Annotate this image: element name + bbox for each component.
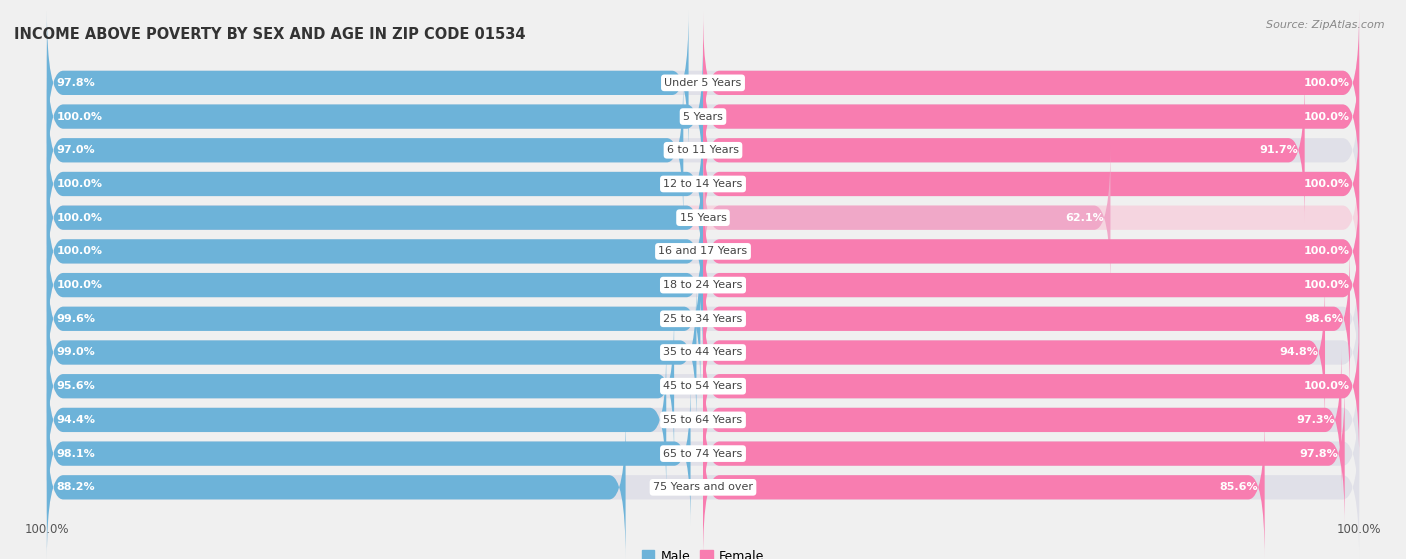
Text: 88.2%: 88.2% — [56, 482, 96, 492]
Text: 97.0%: 97.0% — [56, 145, 96, 155]
FancyBboxPatch shape — [46, 145, 703, 290]
Text: Source: ZipAtlas.com: Source: ZipAtlas.com — [1267, 20, 1385, 30]
Text: 100.0%: 100.0% — [56, 112, 103, 121]
Text: 94.8%: 94.8% — [1279, 348, 1319, 358]
FancyBboxPatch shape — [46, 314, 673, 458]
FancyBboxPatch shape — [703, 145, 1111, 290]
Text: Under 5 Years: Under 5 Years — [665, 78, 741, 88]
Text: 55 to 64 Years: 55 to 64 Years — [664, 415, 742, 425]
FancyBboxPatch shape — [46, 314, 1360, 458]
Text: 75 Years and over: 75 Years and over — [652, 482, 754, 492]
Text: 97.8%: 97.8% — [1299, 449, 1339, 458]
FancyBboxPatch shape — [46, 11, 1360, 155]
FancyBboxPatch shape — [46, 11, 689, 155]
FancyBboxPatch shape — [46, 281, 1360, 425]
Text: 100.0%: 100.0% — [1303, 280, 1350, 290]
Text: 100.0%: 100.0% — [1303, 247, 1350, 257]
Text: 25 to 34 Years: 25 to 34 Years — [664, 314, 742, 324]
Text: 100.0%: 100.0% — [1303, 78, 1350, 88]
FancyBboxPatch shape — [703, 348, 1341, 492]
FancyBboxPatch shape — [46, 78, 1360, 222]
FancyBboxPatch shape — [703, 314, 1360, 458]
FancyBboxPatch shape — [46, 348, 666, 492]
Text: 85.6%: 85.6% — [1219, 482, 1258, 492]
Text: 95.6%: 95.6% — [56, 381, 96, 391]
FancyBboxPatch shape — [703, 213, 1360, 357]
Text: 16 and 17 Years: 16 and 17 Years — [658, 247, 748, 257]
FancyBboxPatch shape — [703, 415, 1264, 559]
FancyBboxPatch shape — [703, 78, 1305, 222]
Text: INCOME ABOVE POVERTY BY SEX AND AGE IN ZIP CODE 01534: INCOME ABOVE POVERTY BY SEX AND AGE IN Z… — [14, 27, 526, 42]
Text: 94.4%: 94.4% — [56, 415, 96, 425]
FancyBboxPatch shape — [703, 381, 1344, 525]
Text: 100.0%: 100.0% — [56, 247, 103, 257]
FancyBboxPatch shape — [703, 11, 1360, 155]
Legend: Male, Female: Male, Female — [637, 544, 769, 559]
FancyBboxPatch shape — [703, 281, 1324, 425]
FancyBboxPatch shape — [703, 112, 1360, 256]
FancyBboxPatch shape — [46, 179, 703, 324]
FancyBboxPatch shape — [46, 415, 626, 559]
FancyBboxPatch shape — [46, 45, 703, 189]
Text: 100.0%: 100.0% — [1303, 179, 1350, 189]
Text: 99.0%: 99.0% — [56, 348, 96, 358]
FancyBboxPatch shape — [703, 45, 1360, 189]
Text: 5 Years: 5 Years — [683, 112, 723, 121]
FancyBboxPatch shape — [46, 45, 1360, 189]
FancyBboxPatch shape — [46, 381, 1360, 525]
Text: 45 to 54 Years: 45 to 54 Years — [664, 381, 742, 391]
Text: 99.6%: 99.6% — [56, 314, 96, 324]
FancyBboxPatch shape — [46, 281, 696, 425]
Text: 65 to 74 Years: 65 to 74 Years — [664, 449, 742, 458]
FancyBboxPatch shape — [46, 247, 700, 391]
FancyBboxPatch shape — [46, 247, 1360, 391]
Text: 91.7%: 91.7% — [1260, 145, 1298, 155]
FancyBboxPatch shape — [46, 213, 703, 357]
FancyBboxPatch shape — [46, 78, 683, 222]
FancyBboxPatch shape — [703, 179, 1360, 324]
FancyBboxPatch shape — [46, 179, 1360, 324]
FancyBboxPatch shape — [46, 145, 1360, 290]
FancyBboxPatch shape — [46, 213, 1360, 357]
Text: 62.1%: 62.1% — [1066, 212, 1104, 222]
FancyBboxPatch shape — [46, 112, 1360, 256]
Text: 100.0%: 100.0% — [56, 280, 103, 290]
Text: 35 to 44 Years: 35 to 44 Years — [664, 348, 742, 358]
Text: 98.6%: 98.6% — [1305, 314, 1343, 324]
FancyBboxPatch shape — [46, 415, 1360, 559]
Text: 97.3%: 97.3% — [1296, 415, 1334, 425]
FancyBboxPatch shape — [703, 247, 1350, 391]
Text: 100.0%: 100.0% — [56, 179, 103, 189]
Text: 12 to 14 Years: 12 to 14 Years — [664, 179, 742, 189]
FancyBboxPatch shape — [46, 381, 690, 525]
Text: 100.0%: 100.0% — [1303, 112, 1350, 121]
Text: 98.1%: 98.1% — [56, 449, 96, 458]
Text: 100.0%: 100.0% — [56, 212, 103, 222]
Text: 6 to 11 Years: 6 to 11 Years — [666, 145, 740, 155]
FancyBboxPatch shape — [46, 112, 703, 256]
Text: 18 to 24 Years: 18 to 24 Years — [664, 280, 742, 290]
FancyBboxPatch shape — [46, 348, 1360, 492]
Text: 15 Years: 15 Years — [679, 212, 727, 222]
Text: 97.8%: 97.8% — [56, 78, 96, 88]
Text: 100.0%: 100.0% — [1303, 381, 1350, 391]
